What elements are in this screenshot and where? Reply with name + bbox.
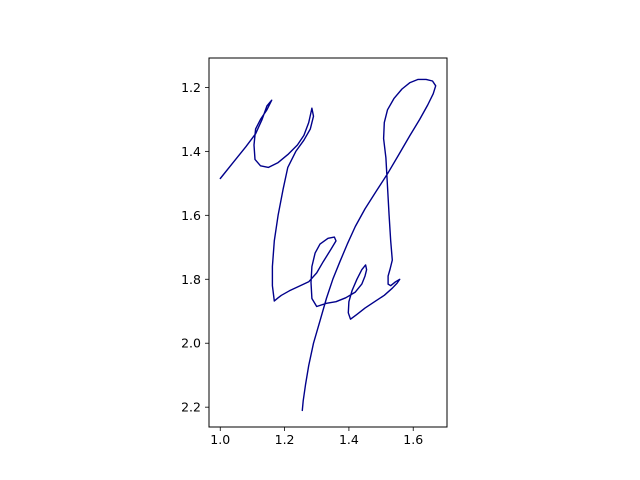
axes-frame — [208, 57, 448, 428]
x-tick-label: 1.6 — [403, 432, 423, 447]
y-tick-label: 2.0 — [181, 336, 201, 351]
x-tick-label: 1.2 — [275, 432, 295, 447]
x-tick-label: 1.0 — [210, 432, 230, 447]
x-tick-label: 1.4 — [339, 432, 359, 447]
plot-area — [219, 78, 437, 412]
y-tick-label: 1.4 — [181, 144, 201, 159]
x-axis: 1.0 1.2 1.4 1.6 — [210, 427, 423, 447]
y-axis: 1.2 1.4 1.6 1.8 2.0 2.2 — [181, 80, 209, 415]
series-line-0 — [219, 78, 437, 412]
y-tick-label: 2.2 — [181, 400, 201, 415]
y-tick-label: 1.8 — [181, 272, 201, 287]
y-tick-label: 1.2 — [181, 80, 201, 95]
y-tick-label: 1.6 — [181, 208, 201, 223]
